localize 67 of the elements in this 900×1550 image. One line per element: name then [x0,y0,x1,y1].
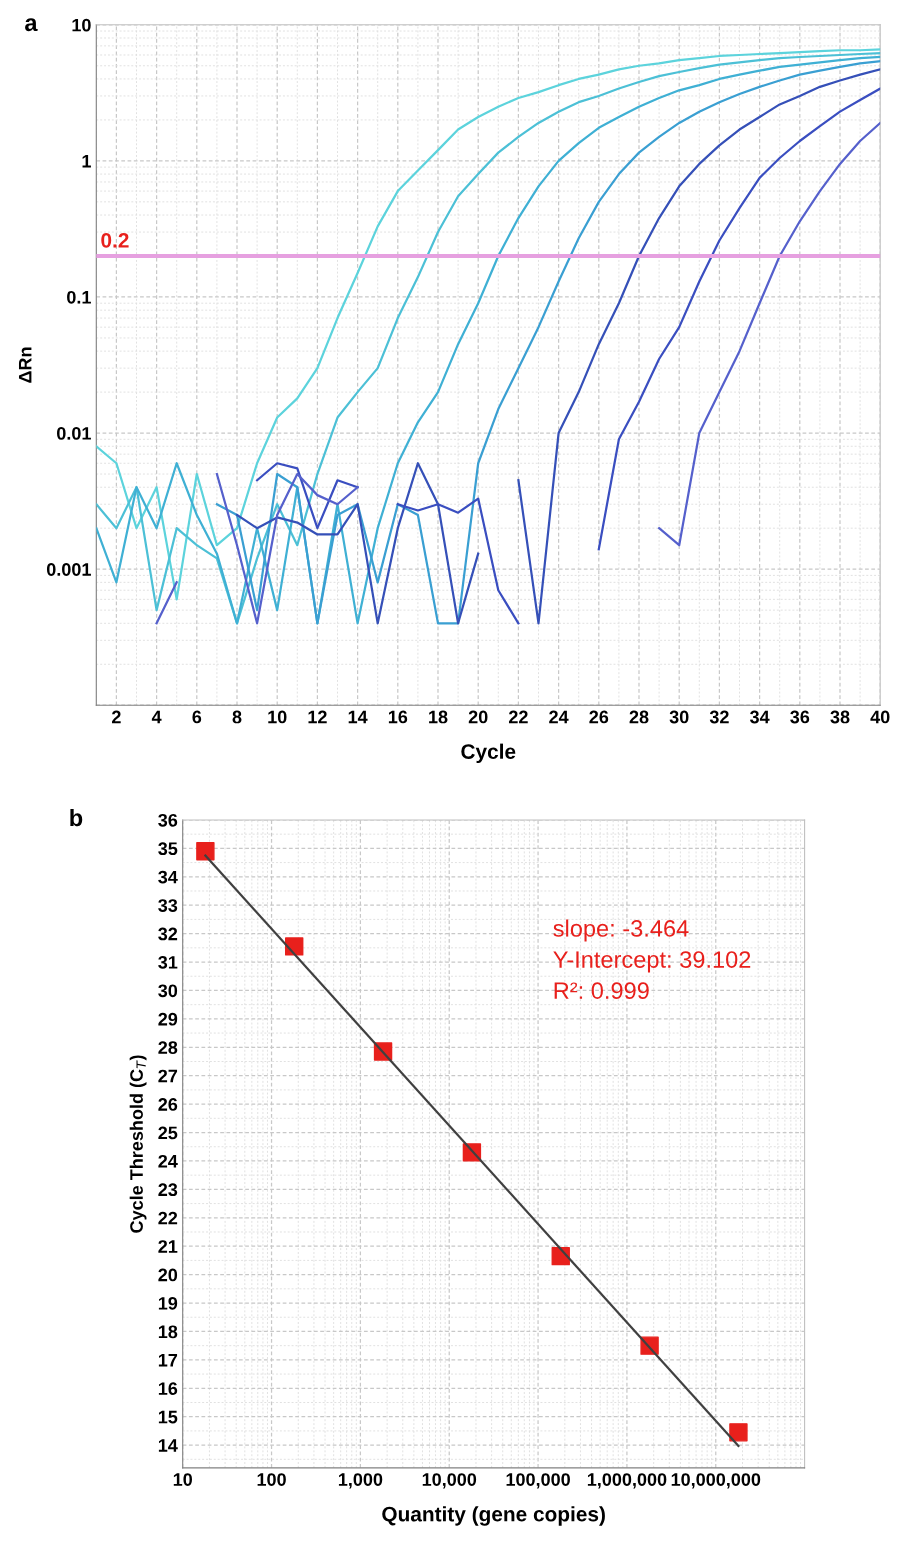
annotation: Y-Intercept: 39.102 [553,951,751,973]
y-tick-label: 0.001 [46,563,91,576]
x-tick-label: 28 [629,710,649,724]
annotation: slope: -3.464 [553,919,689,942]
x-tick-label: 40 [870,710,890,724]
x-tick-label: 10,000,000 [671,1473,761,1489]
y-tick-label: 31 [158,955,178,969]
y-tick-label: 10 [72,18,91,32]
x-tick-label: 1,000,000 [587,1473,667,1489]
y-tick-label: 36 [158,813,178,827]
y-tick-label: 27 [158,1069,178,1083]
y-tick-label: 14 [158,1439,178,1452]
y-tick-label: 0.01 [57,427,91,440]
x-tick-label: 36 [790,710,810,724]
x-tick-label: 4 [151,710,162,724]
point [729,1423,748,1442]
x-tick-label: 100,000 [506,1473,570,1489]
y-tick-label: 29 [158,1012,178,1026]
x-tick-label: 34 [749,710,770,724]
y-tick-label: 22 [158,1211,178,1225]
x-tick-label: 24 [549,710,569,724]
y-tick-label: 0.1 [67,290,91,304]
x-tick-label: 18 [429,710,448,724]
y-tick-label: 33 [158,899,178,912]
y-tick-label: 23 [158,1183,178,1197]
y-tick-label: 1 [82,155,91,168]
x-tick-label: 22 [508,710,528,724]
y-tick-label: 21 [158,1240,178,1253]
y-axis-title: Cycle Threshold (C$_{T}$) [129,1055,147,1233]
y-tick-label: 26 [158,1098,178,1111]
x-tick-label: 20 [468,710,488,724]
x-tick-label: 10,000 [422,1473,477,1489]
x-tick-label: 16 [388,710,408,724]
x-tick-label: 10 [268,710,287,724]
x-tick-label: 10 [173,1473,192,1486]
y-tick-label: 18 [158,1325,178,1339]
y-tick-label: 25 [158,1126,178,1140]
annotation: R²: 0.999 [554,982,649,999]
x-tick-label: 30 [669,710,689,724]
x-tick-label: 2 [112,710,121,724]
x-tick-label: 26 [589,710,609,724]
x-tick-label: 8 [232,710,242,724]
y-tick-label: 20 [158,1268,178,1282]
y-tick-label: 35 [158,842,178,856]
y-tick-label: 30 [158,984,178,998]
x-axis-title: Quantity (gene copies) [382,1506,605,1526]
point [196,842,215,861]
y-axis-title: ΔRn [18,347,32,383]
y-tick-label: 16 [158,1382,178,1395]
chart-title: a [25,18,38,32]
x-tick-label: 14 [348,710,368,724]
y-tick-label: 19 [158,1296,178,1310]
y-tick-label: 32 [158,927,178,941]
x-tick-label: 38 [830,710,850,724]
x-tick-label: 32 [709,710,729,724]
y-tick-label: 17 [158,1353,178,1367]
y-tick-label: 15 [158,1410,178,1424]
y-tick-label: 24 [158,1154,178,1168]
ref-line-label: 0.2 [101,232,129,248]
chart-title: b [70,808,83,827]
y-tick-label: 28 [158,1041,178,1054]
y-tick-label: 34 [158,870,178,884]
x-tick-label: 6 [192,710,202,724]
x-tick-label: 100 [257,1473,286,1486]
x-axis-title: Cycle [461,743,516,764]
x-tick-label: 12 [308,710,327,724]
x-tick-label: 1,000 [338,1473,383,1489]
